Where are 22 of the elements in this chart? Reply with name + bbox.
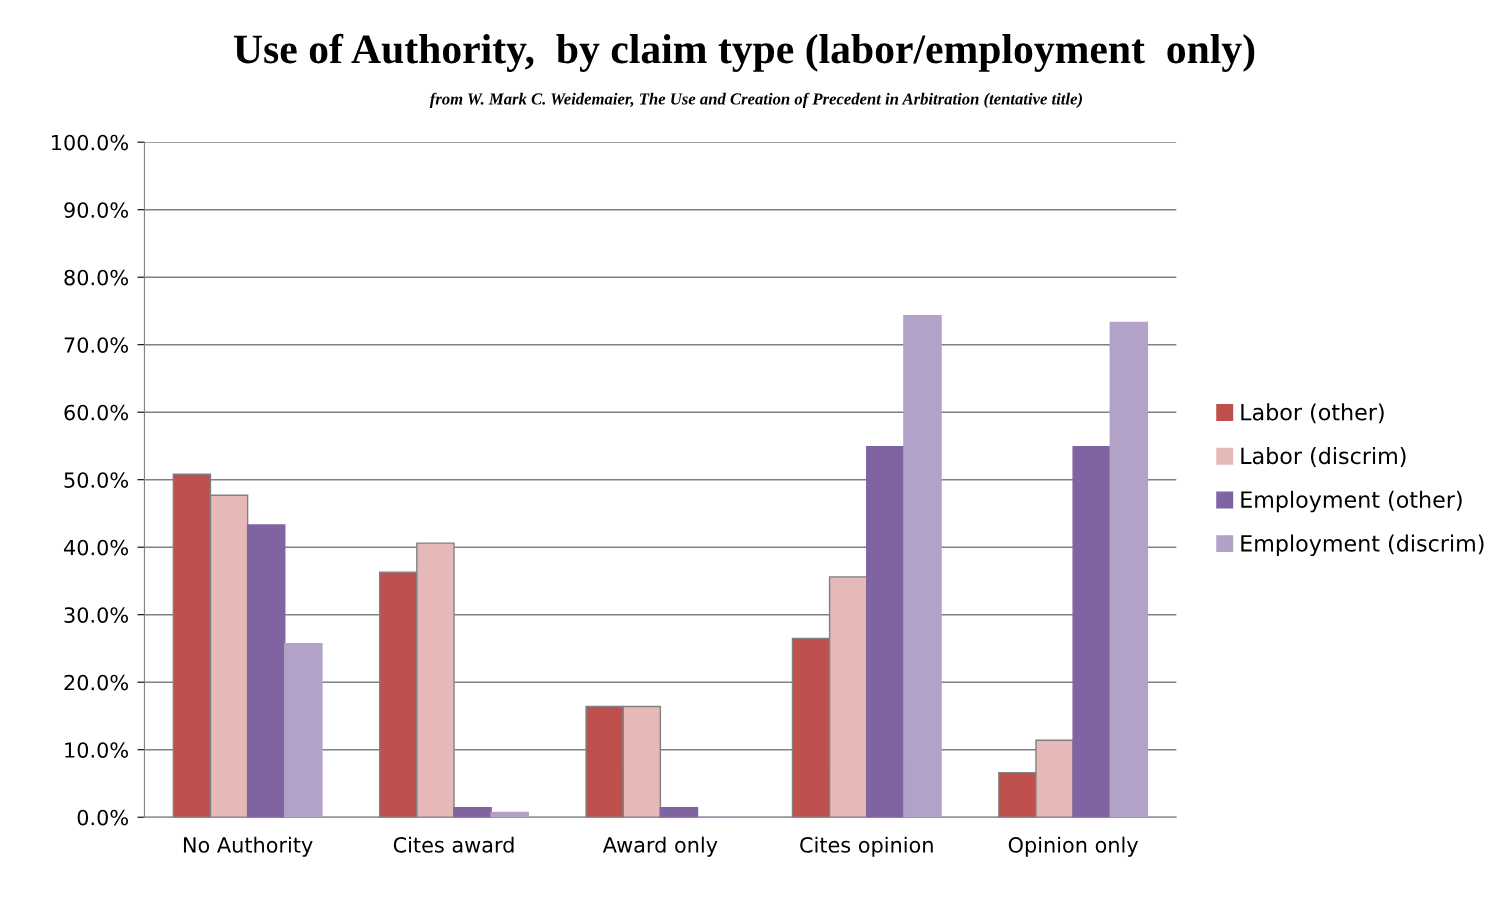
y-tick-label: 60.0% bbox=[64, 404, 129, 421]
y-tick-label: 0.0% bbox=[77, 809, 129, 826]
y-tick-label: 40.0% bbox=[63, 539, 129, 556]
x-tick-label: Cites award bbox=[393, 836, 514, 853]
y-tick-label: 70.0% bbox=[64, 337, 129, 353]
legend-label: Labor (discrim) bbox=[1241, 447, 1406, 467]
y-tick-label: 100.0% bbox=[52, 134, 129, 151]
chart-subtitle: from W. Mark C. Weidemaier, The Use and Creation of Precedent in Arbitration (tentative title) bbox=[429, 92, 1082, 108]
legend-label: Labor (other) bbox=[1241, 403, 1384, 424]
legend-label: Employment (other) bbox=[1241, 490, 1462, 513]
y-tick-label: 50.0% bbox=[64, 472, 129, 488]
y-tick-label: 30.0% bbox=[64, 607, 129, 623]
y-tick-label: 10.0% bbox=[65, 742, 129, 758]
y-tick-label: 80.0% bbox=[64, 269, 129, 286]
x-tick-label: Award only bbox=[602, 836, 718, 857]
x-tick-label: Opinion only bbox=[1008, 836, 1139, 857]
legend-label: Employment (discrim) bbox=[1241, 534, 1484, 557]
x-tick-label: No Authority bbox=[183, 836, 313, 857]
x-tick-label: Cites opinion bbox=[800, 836, 933, 857]
chart-title: Use of Authority, by claim type (labor/employment only) bbox=[233, 33, 1255, 72]
y-tick-label: 90.0% bbox=[64, 202, 129, 218]
y-tick-label: 20.0% bbox=[64, 674, 129, 691]
